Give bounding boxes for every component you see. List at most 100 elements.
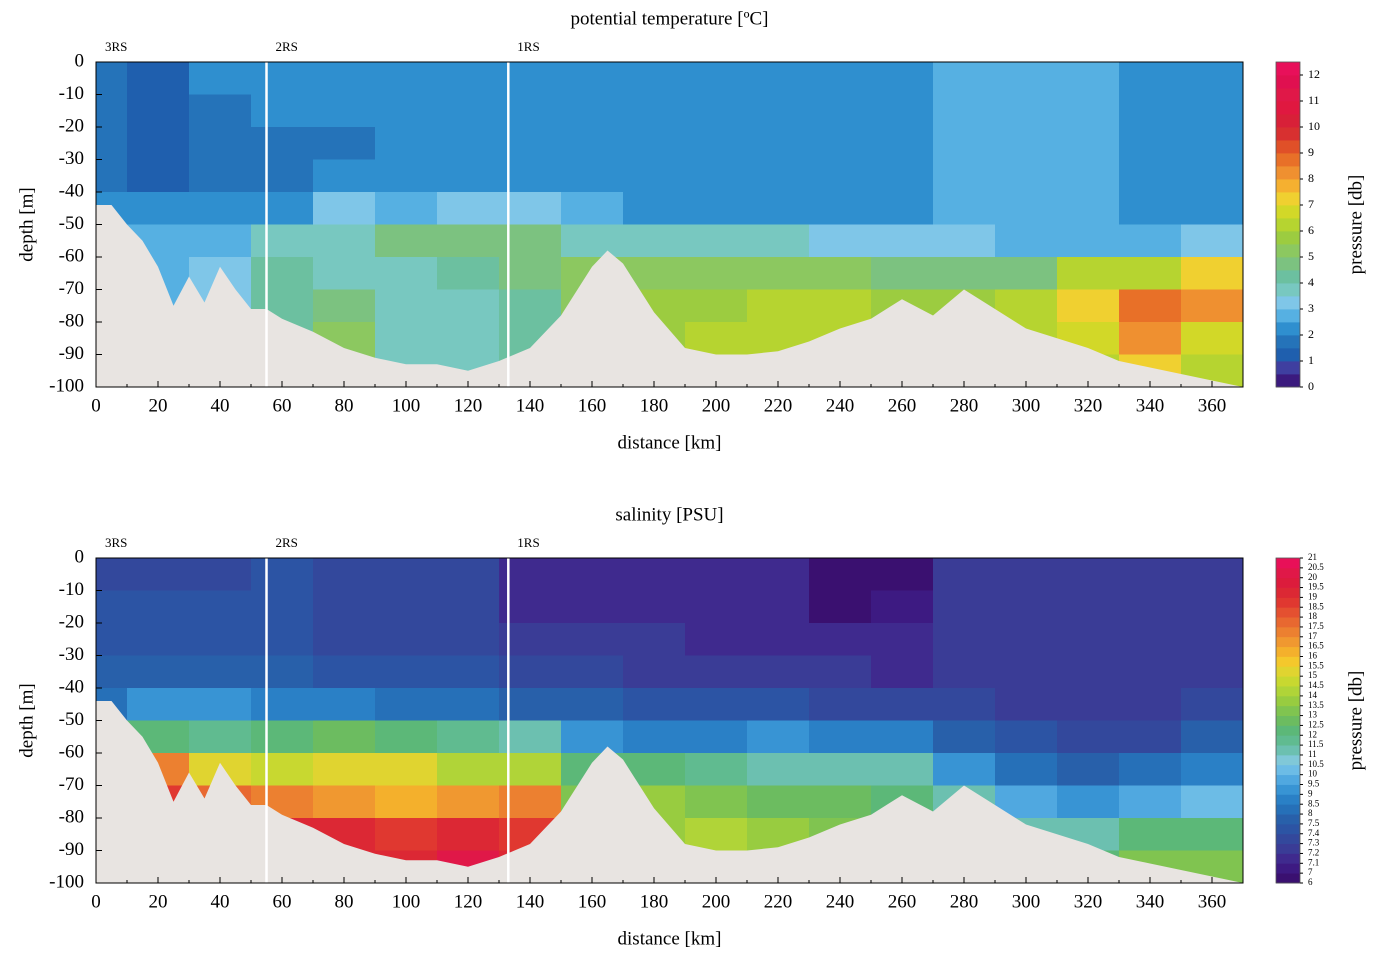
field-cell xyxy=(809,94,872,128)
field-cell xyxy=(623,655,686,689)
colorbar-tick-label: 14 xyxy=(1308,690,1318,700)
colorbar-tick-label: 7.2 xyxy=(1308,848,1319,858)
colorbar-tick-label: 4 xyxy=(1308,275,1314,289)
colorbar-swatch xyxy=(1276,695,1300,707)
field-cell xyxy=(251,623,314,656)
colorbar-swatch xyxy=(1276,75,1300,89)
colorbar-tick-label: 11 xyxy=(1308,749,1317,759)
field-cell xyxy=(747,623,810,656)
field-cell xyxy=(809,224,872,258)
field-cell xyxy=(96,623,128,656)
field-cell xyxy=(561,655,624,689)
field-cell xyxy=(313,558,376,591)
colorbar-swatch xyxy=(1276,823,1300,835)
colorbar-tick-label: 0 xyxy=(1308,379,1314,393)
colorbar-swatch xyxy=(1276,754,1300,766)
field-cell xyxy=(623,558,686,591)
field-cell xyxy=(747,224,810,258)
field-cell xyxy=(995,558,1058,591)
field-cell xyxy=(375,62,438,95)
colorbar-tick-label: 11.5 xyxy=(1308,739,1324,749)
colorbar-tick-label: 9 xyxy=(1308,145,1314,159)
field-cell xyxy=(1181,62,1243,95)
field-cell xyxy=(1181,192,1243,225)
colorbar-swatch xyxy=(1276,814,1300,825)
station-label: 1RS xyxy=(517,535,539,550)
field-cell xyxy=(561,590,624,624)
field-cell xyxy=(189,655,252,689)
field-cell xyxy=(747,257,810,290)
field-cell xyxy=(685,62,748,95)
colorbar-tick-label: 21 xyxy=(1308,552,1317,562)
field-cell xyxy=(1057,224,1120,258)
field-cell xyxy=(561,720,624,754)
colorbar-swatch xyxy=(1276,231,1300,245)
field-cell xyxy=(685,127,748,160)
field-cell xyxy=(96,590,128,624)
field-cell xyxy=(809,623,872,656)
field-cell xyxy=(437,62,500,95)
field-cell xyxy=(995,224,1058,258)
colorbar-swatch xyxy=(1276,309,1300,323)
field-cell xyxy=(1181,322,1243,355)
field-cell xyxy=(96,655,128,689)
x-tick-label: 0 xyxy=(91,891,101,912)
field-cell xyxy=(1057,94,1120,128)
colorbar-frame xyxy=(1275,557,1301,884)
colorbar-tick-label: 7.5 xyxy=(1308,818,1320,828)
field-cell xyxy=(375,289,438,323)
field-cell xyxy=(189,224,252,258)
y-tick-label: -80 xyxy=(59,806,84,827)
field-cell xyxy=(127,62,190,95)
field-cell xyxy=(809,159,872,193)
field-cell xyxy=(96,159,128,193)
colorbar-swatch xyxy=(1276,784,1300,795)
field-cell xyxy=(871,753,934,786)
colorbar-tick-label: 12 xyxy=(1308,729,1317,739)
colorbar-tick-label: 11 xyxy=(1308,93,1320,107)
field-cell xyxy=(375,590,438,624)
field-cell xyxy=(375,753,438,786)
field-cell xyxy=(561,224,624,258)
colorbar-swatch xyxy=(1276,853,1300,864)
x-tick-label: 180 xyxy=(640,891,669,912)
field-cell xyxy=(747,753,810,786)
field-cell xyxy=(437,720,500,754)
seafloor xyxy=(96,205,1243,387)
field-cell xyxy=(127,127,190,160)
x-tick-label: 260 xyxy=(888,395,917,416)
field-cell xyxy=(561,558,624,591)
field-cell xyxy=(809,192,872,225)
field-cell xyxy=(189,94,252,128)
field-cell xyxy=(871,192,934,225)
field-cell xyxy=(871,655,934,689)
field-cell xyxy=(1057,590,1120,624)
field-cell xyxy=(623,94,686,128)
field-cell xyxy=(437,590,500,624)
field-cell xyxy=(747,655,810,689)
field-cell xyxy=(1119,257,1182,290)
field-cell xyxy=(561,192,624,225)
colorbar-swatch xyxy=(1276,374,1300,388)
colorbar-swatch xyxy=(1276,179,1300,193)
y-tick-label: -90 xyxy=(59,343,84,364)
colorbar-swatch xyxy=(1276,833,1300,845)
field-cell xyxy=(313,590,376,624)
field-cell xyxy=(871,127,934,160)
field-cell xyxy=(933,192,996,225)
field-cell xyxy=(1119,224,1182,258)
colorbar-swatch xyxy=(1276,597,1300,608)
field-cell xyxy=(375,688,438,721)
field-cell xyxy=(809,257,872,290)
field-cell xyxy=(251,127,314,160)
field-cell xyxy=(1057,720,1120,754)
field-cell xyxy=(747,192,810,225)
field-cell xyxy=(995,62,1058,95)
plot-area xyxy=(96,62,1243,387)
field-cell xyxy=(127,558,190,591)
field-cell xyxy=(871,720,934,754)
field-cell xyxy=(809,289,872,323)
station-label: 2RS xyxy=(276,39,298,54)
field-cell xyxy=(313,623,376,656)
